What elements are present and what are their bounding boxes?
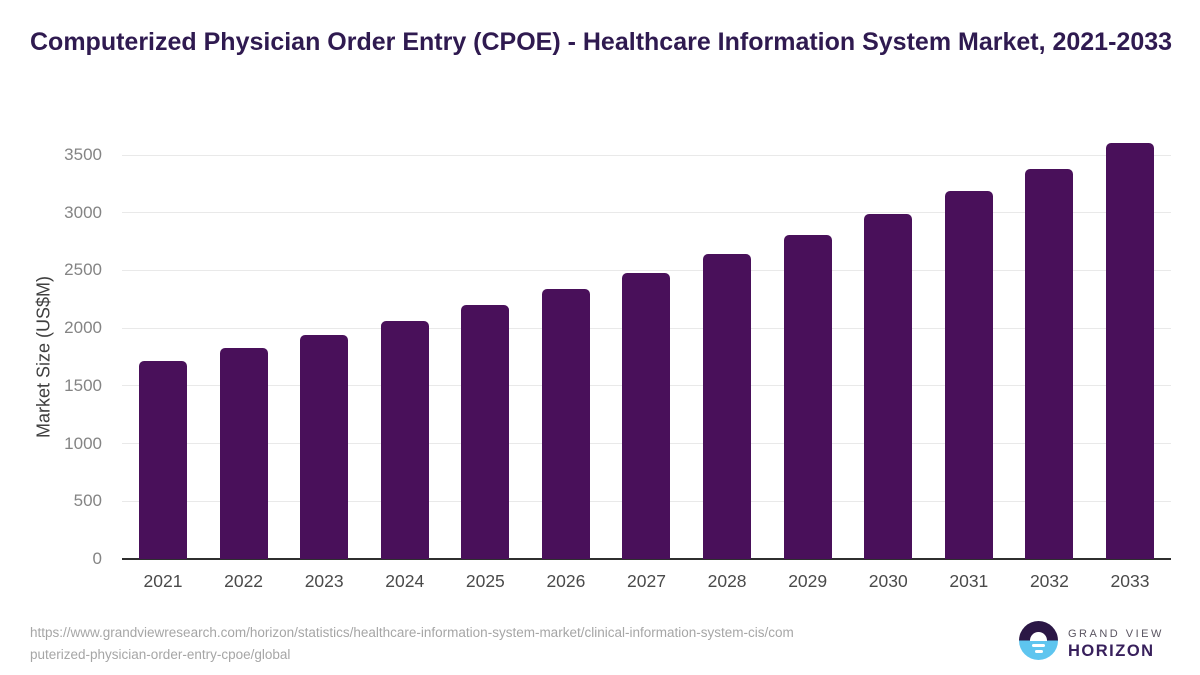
x-tick-label-2021: 2021: [143, 571, 183, 591]
y-tick-label-500: 500: [73, 491, 102, 511]
bar-2030: [864, 213, 913, 559]
x-tick-label-2025: 2025: [465, 571, 505, 591]
x-tick-label-2027: 2027: [627, 571, 666, 591]
chart-title: Computerized Physician Order Entry (CPOE…: [30, 28, 1173, 56]
bar-2032: [1025, 168, 1074, 559]
source-url-line-2: puterized-physician-order-entry-cpoe/glo…: [30, 647, 291, 662]
x-tick-label-2024: 2024: [385, 571, 425, 591]
x-tick-label-2028: 2028: [707, 571, 747, 591]
x-tick-label-2031: 2031: [949, 571, 989, 591]
gridline-2500: [122, 269, 1171, 271]
y-tick-label-2500: 2500: [64, 260, 102, 280]
bar-2023: [300, 335, 349, 559]
plot-area: 0 500 1000 1500 2000 2500 3000 3500 2021 2022 2023…: [64, 143, 1171, 591]
bar-2029: [783, 234, 832, 559]
source-url-line-1: https://www.grandviewresearch.com/horizo…: [30, 625, 794, 640]
y-tick-label-1000: 1000: [64, 433, 102, 453]
gridline-3000: [122, 212, 1171, 214]
y-tick-label-3500: 3500: [64, 145, 102, 164]
y-axis-title: Market Size (US$M): [33, 275, 54, 439]
x-tick-label-2033: 2033: [1110, 571, 1150, 591]
bar-2031: [944, 191, 993, 559]
y-tick-label-1500: 1500: [64, 375, 102, 395]
logo-product-name: HORIZON: [1068, 642, 1155, 660]
bar-2026: [541, 289, 590, 559]
bar-2028: [703, 253, 752, 559]
x-tick-label-2026: 2026: [546, 571, 586, 591]
y-tick-label-0: 0: [92, 549, 102, 568]
bar-2033: [1105, 143, 1154, 559]
logo-text: GRAND VIEW HORIZON: [1068, 628, 1164, 661]
y-tick-label-3000: 3000: [64, 202, 102, 222]
x-axis-line: [122, 558, 1171, 560]
bar-2025: [461, 305, 510, 559]
x-tick-label-2023: 2023: [304, 571, 344, 591]
horizon-sun-icon: [1019, 621, 1058, 660]
logo-brand-name: GRAND VIEW: [1068, 628, 1164, 640]
x-tick-label-2030: 2030: [868, 571, 908, 591]
x-tick-label-2022: 2022: [224, 571, 264, 591]
bar-2022: [219, 348, 268, 559]
source-url: https://www.grandviewresearch.com/horizo…: [30, 622, 950, 666]
x-tick-label-2032: 2032: [1029, 571, 1069, 591]
bar-2024: [380, 320, 429, 559]
x-tick-label-2029: 2029: [788, 571, 828, 591]
bar-2021: [139, 361, 187, 559]
grand-view-horizon-logo: GRAND VIEW HORIZON: [1019, 621, 1179, 663]
gridline-3500: [122, 154, 1171, 156]
bar-2027: [622, 272, 671, 559]
y-tick-label-2000: 2000: [64, 318, 102, 338]
